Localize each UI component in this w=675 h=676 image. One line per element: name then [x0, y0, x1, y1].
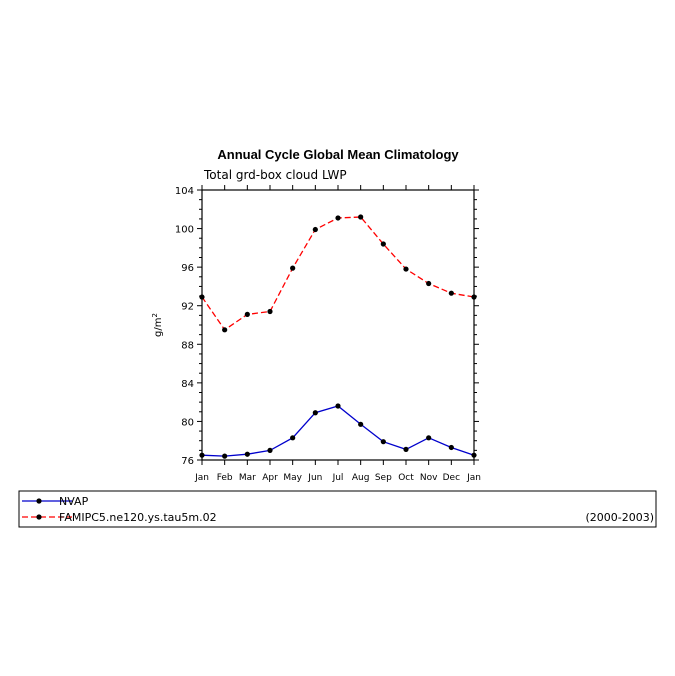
series-1-point [222, 327, 228, 333]
series-line-1 [201, 216, 475, 331]
series-0-point [380, 439, 386, 445]
series-0-point [448, 444, 454, 451]
x-tick-label: Jul [332, 473, 344, 483]
x-tick-label: Mar [239, 473, 256, 483]
series-0-point [199, 452, 205, 458]
x-tick-label: Dec [443, 473, 460, 483]
legend-marker-1 [36, 514, 42, 520]
y-axis-label: g/m2 [151, 313, 164, 337]
x-tick-label: Feb [217, 473, 233, 483]
series-0-point [426, 435, 432, 441]
x-axis: Jan Feb Mar Apr May Jun Jul Aug Sep Oct Nov Dec Jan [194, 185, 481, 483]
x-tick-label: Jan [466, 473, 481, 483]
legend-label-1: FAMIPC5.ne120.ys.tau5m.02 [59, 511, 217, 524]
legend-label-0: NVAP [59, 495, 89, 508]
series-0-point [290, 435, 296, 441]
y-tick-label: 84 [181, 379, 194, 390]
legend-box [18, 490, 657, 528]
series-1-point [244, 311, 250, 317]
series-1-point [267, 308, 273, 315]
series-1-point [312, 226, 318, 233]
series-line-0 [201, 405, 475, 457]
legend: NVAP FAMIPC5.ne120.ys.tau5m.02 (2000-2003… [18, 490, 657, 528]
x-tick-label: Jan [194, 473, 209, 483]
y-axis: 76 80 84 88 92 96 100 104 [175, 186, 479, 467]
legend-marker-0 [36, 498, 42, 504]
series-0-point [222, 453, 228, 459]
x-tick-label: Oct [398, 473, 414, 483]
series-0-point [335, 403, 341, 409]
y-axis-label-superscript: 2 [151, 313, 159, 317]
x-tick-label: Nov [420, 473, 438, 483]
series-1-point [403, 266, 409, 272]
x-tick-label: Apr [262, 473, 278, 483]
series-group [199, 214, 477, 459]
chart-title: Annual Cycle Global Mean Climatology [217, 147, 459, 162]
series-0-point [403, 446, 409, 452]
x-tick-label: Jun [307, 473, 322, 483]
series-0-point [358, 421, 364, 427]
series-1-point [471, 294, 477, 300]
y-axis-label-text: g/m [153, 318, 164, 337]
series-1-point [290, 265, 296, 271]
series-1-point [380, 241, 386, 247]
series-1-point [426, 280, 432, 287]
series-0-point [471, 452, 477, 458]
y-tick-label: 88 [181, 340, 194, 351]
x-tick-label: Aug [352, 473, 370, 483]
series-1-point [199, 294, 205, 300]
y-tick-label: 76 [181, 456, 194, 467]
y-tick-label: 100 [175, 225, 194, 236]
series-0-point [267, 447, 273, 453]
series-1-point [358, 214, 364, 220]
y-tick-label: 96 [181, 263, 194, 274]
series-1-point [335, 215, 341, 221]
series-0-point [244, 451, 250, 457]
chart-subtitle: Total grd-box cloud LWP [203, 168, 347, 182]
series-0-point [312, 410, 318, 416]
series-1-point [448, 290, 454, 296]
y-tick-label: 92 [181, 302, 194, 313]
plot-border [201, 189, 475, 461]
legend-note: (2000-2003) [585, 511, 654, 524]
x-tick-label: May [283, 473, 302, 483]
x-tick-label: Sep [375, 473, 392, 483]
y-tick-label: 80 [181, 417, 194, 428]
y-tick-label: 104 [175, 186, 194, 197]
plot-frame [201, 189, 475, 461]
